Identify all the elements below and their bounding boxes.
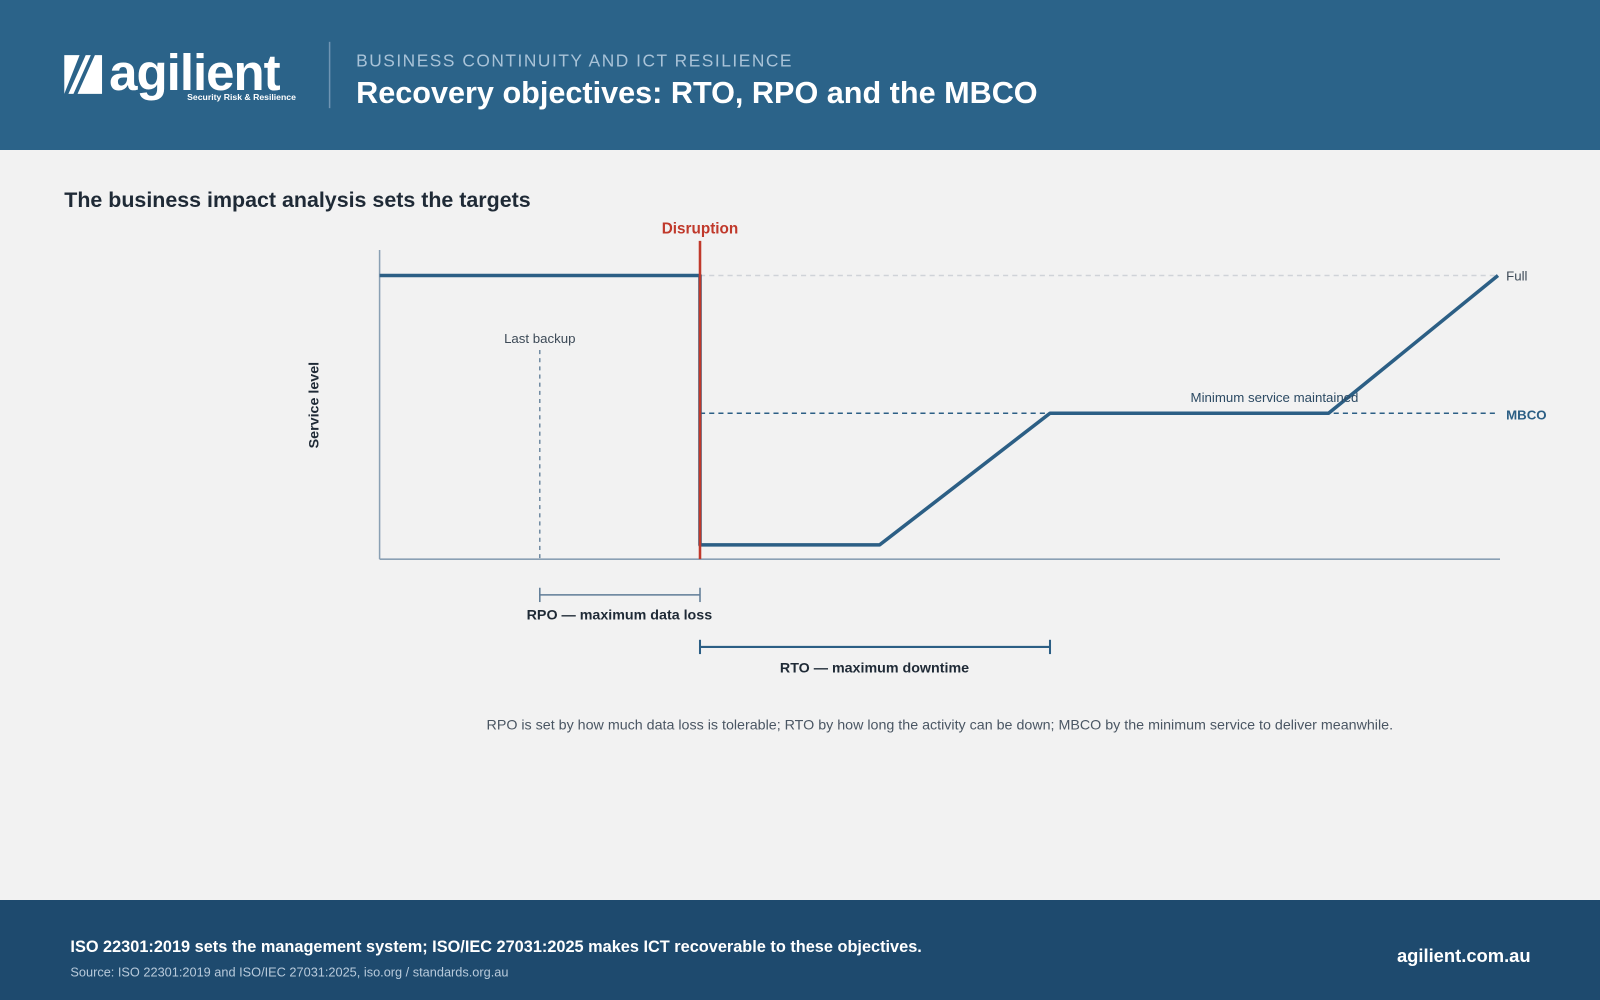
footer-url: agilient.com.au [1397, 945, 1531, 966]
mbco-label: MBCO [1506, 407, 1546, 422]
disruption-label: Disruption [662, 221, 738, 238]
last-backup-label: Last backup [504, 331, 575, 346]
rto-label: RTO — maximum downtime [780, 660, 969, 676]
caption: RPO is set by how much data loss is tole… [487, 718, 1394, 734]
footer-source: Source: ISO 22301:2019 and ISO/IEC 27031… [70, 965, 508, 980]
footer-band [0, 900, 1600, 1000]
rto-bracket [698, 639, 1052, 655]
eyebrow: BUSINESS CONTINUITY AND ICT RESILIENCE [356, 50, 793, 70]
rpo-bracket [539, 587, 701, 603]
logo-tagline: Security Risk & Resilience [187, 92, 296, 102]
service-line [379, 273, 1500, 547]
y-axis-label: Service level [306, 362, 322, 448]
section-heading: The business impact analysis sets the ta… [64, 188, 530, 212]
full-label: Full [1506, 269, 1527, 284]
logo-mark [64, 55, 103, 94]
logo-name: agilient [109, 44, 280, 101]
minimum-service-label: Minimum service maintained [1191, 390, 1359, 405]
rpo-label: RPO — maximum data loss [527, 607, 713, 623]
header-band [0, 0, 1600, 150]
page-title: Recovery objectives: RTO, RPO and the MB… [356, 76, 1038, 110]
footer-statement: ISO 22301:2019 sets the management syste… [70, 938, 921, 956]
